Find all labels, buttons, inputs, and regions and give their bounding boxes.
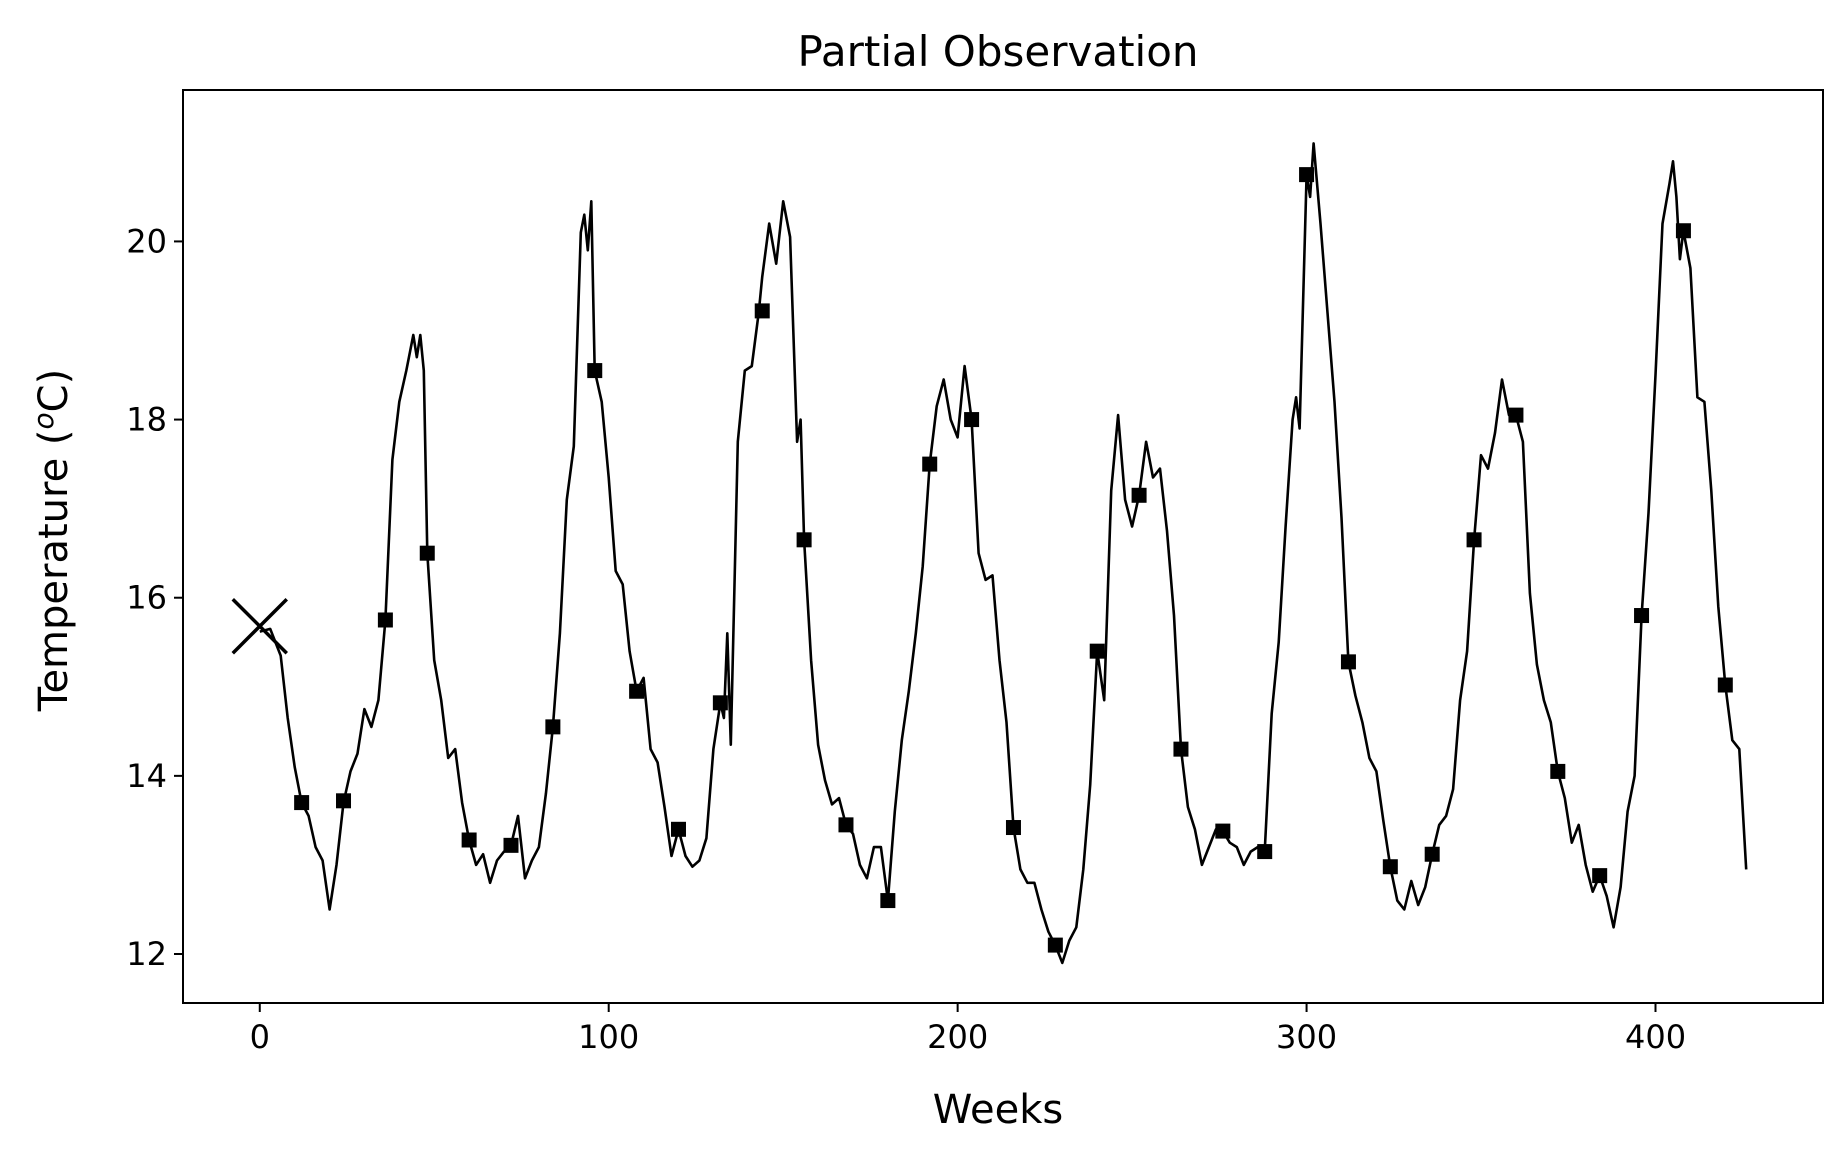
plot-area: 0 100 200 300 400 12 14 16 18 20 bbox=[126, 89, 1824, 1056]
observation-marker-9 bbox=[670, 821, 686, 837]
x-tick-label-300: 300 bbox=[1276, 1018, 1337, 1056]
observation-marker-30 bbox=[1550, 763, 1566, 779]
observation-marker-8 bbox=[629, 683, 645, 699]
observation-marker-1 bbox=[336, 793, 352, 809]
observation-marker-14 bbox=[880, 893, 896, 909]
observation-marker-0 bbox=[294, 795, 310, 811]
observation-marker-23 bbox=[1257, 844, 1273, 860]
observation-marker-16 bbox=[964, 412, 980, 428]
y-tick-label-14: 14 bbox=[126, 757, 167, 795]
observation-marker-33 bbox=[1675, 223, 1691, 239]
observation-marker-31 bbox=[1592, 868, 1608, 884]
observation-marker-17 bbox=[1005, 820, 1021, 836]
observation-marker-26 bbox=[1382, 859, 1398, 875]
x-tick-label-400: 400 bbox=[1625, 1018, 1686, 1056]
x-tick-label-0: 0 bbox=[250, 1018, 270, 1056]
plot-frame bbox=[182, 89, 1824, 1004]
observation-marker-13 bbox=[838, 817, 854, 833]
observation-marker-24 bbox=[1299, 167, 1315, 183]
observation-marker-21 bbox=[1173, 741, 1189, 757]
observation-marker-11 bbox=[754, 303, 770, 319]
observation-marker-20 bbox=[1131, 487, 1147, 503]
y-tick-label-12: 12 bbox=[126, 935, 167, 973]
observation-marker-5 bbox=[503, 837, 519, 853]
observation-marker-22 bbox=[1215, 823, 1231, 839]
y-axis-title-superscript: o bbox=[27, 412, 60, 429]
observation-marker-7 bbox=[587, 363, 603, 379]
x-tick-label-100: 100 bbox=[578, 1018, 639, 1056]
observation-marker-27 bbox=[1424, 846, 1440, 862]
observation-marker-18 bbox=[1047, 937, 1063, 953]
observation-marker-10 bbox=[712, 695, 728, 711]
x-axis-title: Weeks bbox=[933, 1087, 1063, 1133]
observation-marker-29 bbox=[1508, 407, 1524, 423]
x-tick-label-200: 200 bbox=[927, 1018, 988, 1056]
observation-marker-32 bbox=[1634, 608, 1650, 624]
observation-marker-34 bbox=[1717, 677, 1733, 693]
start-x-marker bbox=[231, 597, 289, 655]
y-axis-title: Temperature (oC) bbox=[27, 369, 77, 712]
observation-marker-12 bbox=[796, 532, 812, 548]
y-tick-label-18: 18 bbox=[126, 401, 167, 439]
y-tick-label-16: 16 bbox=[126, 579, 167, 617]
observation-marker-25 bbox=[1340, 654, 1356, 670]
observation-marker-4 bbox=[461, 832, 477, 848]
y-tick-label-20: 20 bbox=[126, 222, 167, 260]
observation-marker-15 bbox=[922, 456, 938, 472]
observation-marker-19 bbox=[1089, 643, 1105, 659]
chart-title: Partial Observation bbox=[797, 27, 1198, 76]
start-x-marker-stroke-1 bbox=[231, 597, 289, 655]
observation-marker-28 bbox=[1466, 532, 1482, 548]
observation-marker-6 bbox=[545, 719, 561, 735]
y-axis-title-prefix: Temperature ( bbox=[31, 429, 77, 712]
observation-marker-3 bbox=[419, 545, 435, 561]
observation-marker-2 bbox=[377, 612, 393, 628]
y-axis-title-suffix: C) bbox=[31, 369, 77, 413]
